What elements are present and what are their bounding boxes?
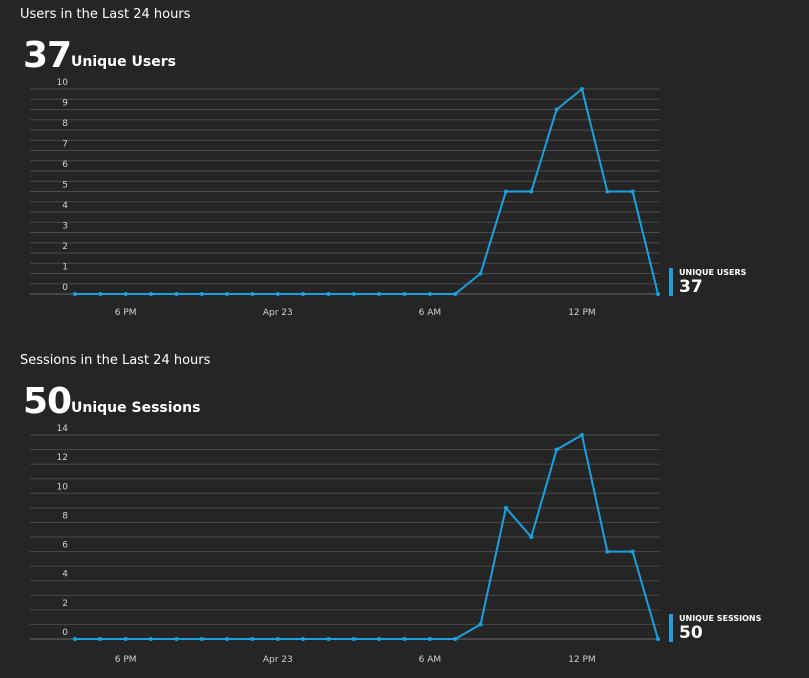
data-point xyxy=(503,189,508,194)
x-tick-label: 6 AM xyxy=(419,655,442,665)
y-tick-label: 4 xyxy=(62,570,68,580)
y-tick-label: 4 xyxy=(62,201,68,211)
data-point xyxy=(579,433,584,437)
users-panel-title: Users in the Last 24 hours xyxy=(20,7,191,22)
sessions-legend-label: UNIQUE SESSIONS xyxy=(679,614,762,623)
data-point xyxy=(301,637,306,641)
data-point xyxy=(123,637,128,641)
x-tick-label: Apr 23 xyxy=(263,308,293,318)
data-point xyxy=(630,549,635,554)
data-point xyxy=(73,292,77,296)
y-tick-label: 8 xyxy=(62,119,68,129)
y-tick-label: 2 xyxy=(62,599,68,609)
data-point xyxy=(377,292,382,296)
y-tick-label: 1 xyxy=(62,263,68,273)
data-point xyxy=(503,505,508,510)
data-point xyxy=(605,549,610,554)
data-point xyxy=(402,292,407,296)
y-tick-label: 5 xyxy=(62,181,68,191)
data-point xyxy=(199,292,204,296)
data-point xyxy=(529,535,534,539)
data-point xyxy=(554,447,559,452)
users-legend-value: 37 xyxy=(679,277,703,297)
data-point xyxy=(427,292,432,296)
data-point xyxy=(250,292,255,296)
data-point xyxy=(377,637,382,641)
data-point xyxy=(98,637,103,641)
y-tick-label: 3 xyxy=(62,222,68,232)
data-point xyxy=(605,189,610,194)
y-tick-label: 6 xyxy=(62,541,68,551)
data-point xyxy=(402,637,407,641)
x-tick-label: 6 PM xyxy=(115,308,137,318)
data-point xyxy=(656,637,660,641)
users-legend: UNIQUE USERS 37 xyxy=(669,268,746,296)
y-tick-label: 10 xyxy=(57,482,69,492)
sessions-legend: UNIQUE SESSIONS 50 xyxy=(669,614,761,642)
data-point xyxy=(275,292,280,296)
y-tick-label: 6 xyxy=(62,160,68,170)
data-point xyxy=(199,637,204,641)
series-line xyxy=(75,88,659,295)
data-point xyxy=(351,637,356,641)
data-point xyxy=(98,292,103,296)
x-tick-label: Apr 23 xyxy=(263,655,293,665)
data-point xyxy=(656,292,660,296)
y-tick-label: 10 xyxy=(57,78,69,88)
unique-sessions-count: 50 xyxy=(23,381,72,422)
data-point xyxy=(73,637,77,641)
data-point xyxy=(326,637,331,641)
data-point xyxy=(427,637,432,641)
data-point xyxy=(478,271,483,276)
sessions-legend-value: 50 xyxy=(679,623,703,643)
data-point xyxy=(149,637,154,641)
data-point xyxy=(275,637,280,641)
sessions-panel-title: Sessions in the Last 24 hours xyxy=(20,353,211,368)
data-point xyxy=(123,292,128,296)
y-tick-label: 7 xyxy=(62,140,68,150)
data-point xyxy=(529,189,534,194)
data-point xyxy=(326,292,331,296)
x-tick-label: 12 PM xyxy=(568,308,596,318)
data-point xyxy=(225,637,230,641)
data-point xyxy=(579,87,584,91)
x-tick-label: 12 PM xyxy=(568,655,596,665)
data-point xyxy=(453,292,458,296)
unique-sessions-label: Unique Sessions xyxy=(71,400,201,416)
x-tick-label: 6 AM xyxy=(419,308,442,318)
data-point xyxy=(225,292,230,296)
data-point xyxy=(351,292,356,296)
users-line-chart: 0 1 2 3 4 5 6 7 8 9 10 6 PM Apr 23 6 AM 12 PM xyxy=(30,78,660,318)
y-tick-label: 0 xyxy=(62,628,68,638)
data-point xyxy=(174,637,179,641)
y-tick-label: 2 xyxy=(62,242,68,252)
data-point xyxy=(250,637,255,641)
y-tick-label: 8 xyxy=(62,511,68,521)
data-point xyxy=(453,637,458,641)
sessions-panel: Sessions in the Last 24 hours 50 Unique … xyxy=(0,346,809,678)
data-point xyxy=(478,622,483,627)
y-tick-label: 0 xyxy=(62,283,68,293)
sessions-line-chart: 0 2 4 6 8 10 12 14 6 PM Apr 23 6 AM 12 PM xyxy=(30,424,660,665)
users-legend-label: UNIQUE USERS xyxy=(679,268,747,277)
data-point xyxy=(630,189,635,194)
data-point xyxy=(174,292,179,296)
data-point xyxy=(554,107,559,112)
users-panel: Users in the Last 24 hours 37 Unique Use… xyxy=(20,7,746,318)
x-tick-label: 6 PM xyxy=(115,655,137,665)
unique-users-count: 37 xyxy=(23,35,72,76)
series-line xyxy=(75,434,659,640)
y-tick-label: 12 xyxy=(57,453,68,463)
unique-users-label: Unique Users xyxy=(71,54,176,70)
data-point xyxy=(149,292,154,296)
y-tick-label: 9 xyxy=(62,99,68,109)
data-point xyxy=(301,292,306,296)
y-tick-label: 14 xyxy=(57,424,69,434)
